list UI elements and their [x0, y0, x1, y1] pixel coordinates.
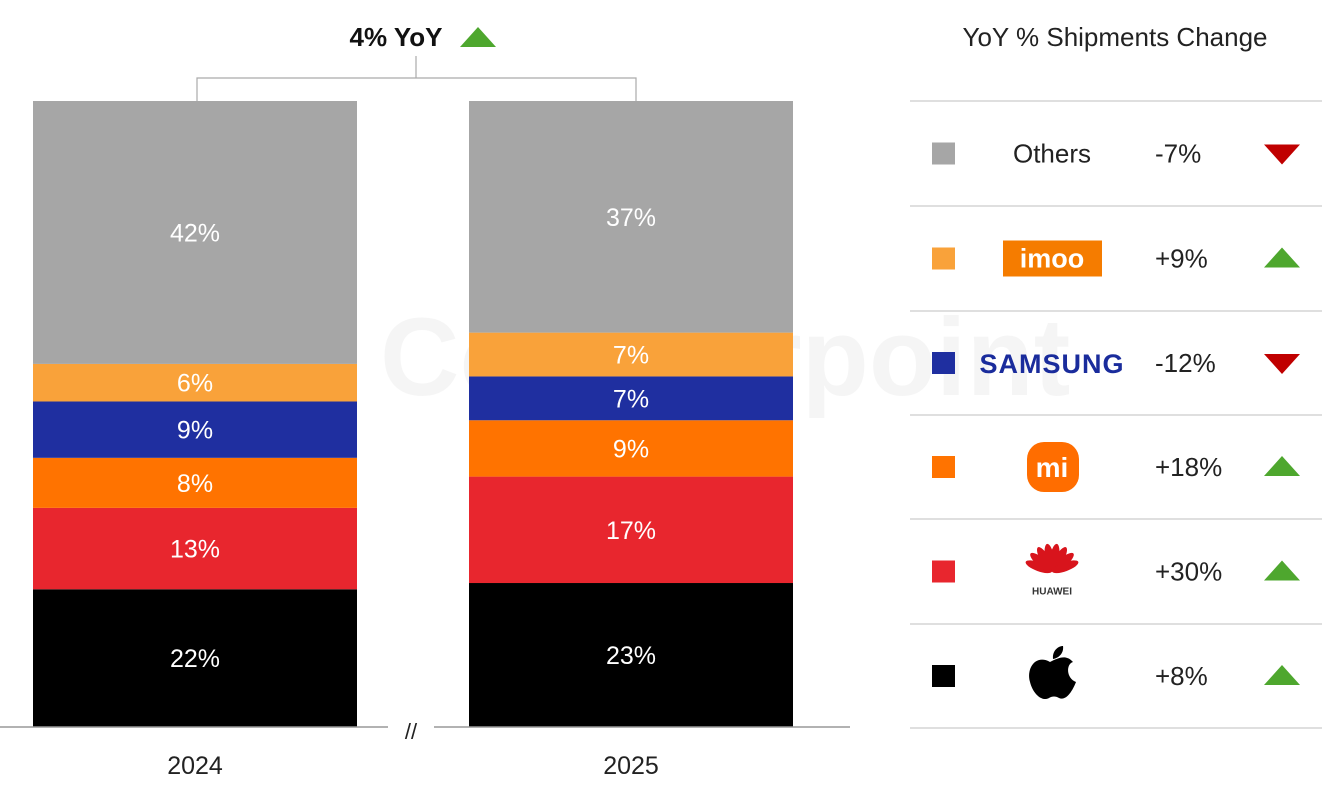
huawei-petal — [1051, 560, 1079, 574]
legend-swatch-apple — [932, 665, 955, 687]
data-label: 17% — [606, 517, 656, 545]
data-label: 6% — [177, 370, 213, 398]
legend-yoy-imoo: +9% — [1155, 244, 1208, 274]
samsung-logo: SAMSUNG — [979, 349, 1124, 379]
chart-title: 4% YoY — [350, 22, 443, 52]
legend-swatch-others — [932, 142, 955, 165]
bar-segment-xiaomi-2024 — [33, 457, 357, 508]
trend-up-icon — [1264, 247, 1300, 268]
data-label: 23% — [606, 642, 656, 670]
legend-yoy-others: -7% — [1155, 139, 1201, 169]
data-label: 42% — [170, 219, 220, 247]
legend-label-others: Others — [1013, 139, 1091, 169]
legend-yoy-huawei: +30% — [1155, 557, 1222, 587]
data-label: 37% — [606, 204, 656, 232]
huawei-logo-text: HUAWEI — [1032, 587, 1072, 598]
legend-yoy-samsung: -12% — [1155, 348, 1216, 378]
legend-yoy-apple: +8% — [1155, 661, 1208, 691]
bar-segment-huawei-2024 — [33, 507, 357, 590]
legend-swatch-huawei — [932, 560, 955, 583]
x-tick-label: 2025 — [603, 752, 659, 780]
legend-swatch-samsung — [932, 352, 955, 374]
axis-break: // — [405, 719, 418, 744]
bar-segment-others-2025 — [469, 101, 793, 333]
data-label: 22% — [170, 645, 220, 673]
trend-up-icon — [1264, 665, 1300, 685]
data-label: 8% — [177, 470, 213, 498]
yoy-bracket — [196, 56, 637, 101]
data-label: 13% — [170, 536, 220, 564]
data-label: 9% — [613, 435, 649, 463]
bar-segment-samsung-2024 — [33, 401, 357, 458]
legend-title: YoY % Shipments Change — [963, 22, 1268, 52]
xiaomi-logo-text: mi — [1036, 452, 1069, 483]
data-label: 7% — [613, 385, 649, 413]
legend-swatch-imoo — [932, 247, 955, 270]
apple-logo — [1029, 657, 1076, 700]
bar-segment-others-2024 — [33, 101, 357, 364]
legend-swatch-xiaomi — [932, 456, 955, 478]
apple-logo-leaf — [1052, 646, 1064, 659]
imoo-logo-text: imoo — [1020, 244, 1085, 274]
trend-down-icon — [1264, 354, 1300, 374]
x-tick-label: 2024 — [167, 752, 223, 780]
trend-up-icon — [460, 27, 496, 47]
imoo-logo — [1003, 240, 1102, 277]
bar-segment-imoo-2024 — [33, 363, 357, 402]
data-label: 7% — [613, 342, 649, 370]
bar-segment-imoo-2025 — [469, 332, 793, 377]
trend-up-icon — [1264, 456, 1300, 476]
bar-segment-huawei-2025 — [469, 476, 793, 584]
legend-yoy-xiaomi: +18% — [1155, 452, 1222, 482]
bar-segment-xiaomi-2025 — [469, 420, 793, 477]
trend-up-icon — [1264, 560, 1300, 581]
data-label: 9% — [177, 417, 213, 445]
bar-segment-samsung-2025 — [469, 376, 793, 421]
bar-segment-apple-2024 — [33, 589, 357, 727]
bar-segment-apple-2025 — [469, 583, 793, 727]
xiaomi-logo — [1027, 442, 1079, 492]
trend-down-icon — [1264, 144, 1300, 165]
